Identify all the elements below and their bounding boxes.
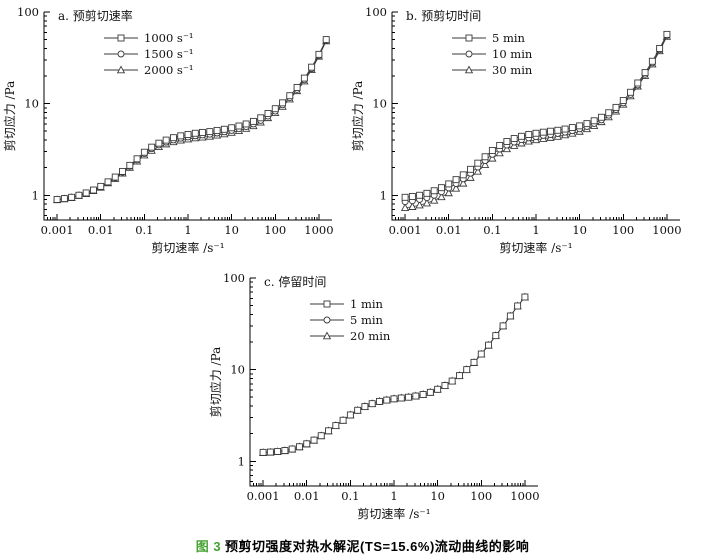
x-tick-label: 0.01 [88, 223, 114, 237]
x-axis-label: 剪切速率 /s⁻¹ [357, 506, 430, 521]
x-tick-label: 1 [184, 223, 191, 237]
legend-item-20-min: 20 min [310, 329, 391, 343]
chart-title: b. 预剪切时间 [406, 8, 481, 23]
legend-label: 1000 s⁻¹ [144, 31, 194, 45]
legend-item-5-min: 5 min [310, 313, 384, 327]
series-30-min [400, 31, 672, 212]
x-tick-label: 10 [430, 489, 445, 503]
chart-title: c. 停留时间 [264, 274, 326, 289]
x-axis-label: 剪切速率 /s⁻¹ [499, 240, 572, 255]
legend-label: 5 min [350, 313, 384, 327]
chart-pre-shear-rate: 0.001 0.01 0.1 1 10 100 1000 1 10 100 a. 预剪切速率剪切应力… [2, 5, 334, 255]
x-tick-label: 0.001 [41, 223, 74, 237]
x-tick-label: 0.001 [247, 489, 280, 503]
y-tick-label: 100 [365, 5, 387, 19]
x-tick-label: 0.1 [135, 223, 153, 237]
axis-ticks [392, 11, 668, 220]
x-tick-label: 0.001 [389, 223, 422, 237]
legend: 1000 s⁻¹ 1500 s⁻¹ 2000 s⁻¹ [104, 31, 194, 77]
legend-label: 1 min [350, 297, 384, 311]
y-tick-label: 1 [238, 454, 245, 468]
y-tick-label: 10 [230, 363, 245, 377]
legend-item-30-min: 30 min [452, 63, 533, 77]
legend-label: 20 min [350, 329, 391, 343]
series-10-min [401, 31, 671, 206]
x-tick-label: 10 [572, 223, 587, 237]
x-tick-label: 0.1 [341, 489, 359, 503]
x-tick-label: 100 [470, 489, 492, 503]
legend-label: 1500 s⁻¹ [144, 47, 194, 61]
series-1-min [259, 293, 529, 456]
legend-label: 2000 s⁻¹ [144, 63, 194, 77]
legend-label: 10 min [492, 47, 533, 61]
x-tick-label: 0.1 [483, 223, 501, 237]
legend-item-5-min: 5 min [452, 31, 526, 45]
axis-frame [43, 12, 332, 221]
y-axis-label: 剪切应力 /Pa [350, 81, 365, 152]
y-axis-label: 剪切应力 /Pa [208, 347, 223, 418]
x-tick-label: 100 [612, 223, 634, 237]
x-tick-label: 10 [224, 223, 239, 237]
x-tick-label: 1000 [304, 223, 333, 237]
legend-item-10-min: 10 min [452, 47, 533, 61]
y-tick-label: 100 [17, 5, 39, 19]
legend-label: 5 min [492, 31, 526, 45]
x-tick-label: 1 [532, 223, 539, 237]
legend: 1 min 5 min 20 min [310, 297, 391, 343]
axis-frame [391, 12, 680, 221]
axis-frame [249, 278, 538, 487]
axis-ticks [44, 11, 320, 220]
chart-residence-time: 0.001 0.01 0.1 1 10 100 1000 1 10 100 c. 停留时间剪切应力 … [208, 271, 540, 521]
series-1000-s⁻¹ [53, 36, 330, 203]
y-tick-label: 10 [372, 97, 387, 111]
legend-item-1-min: 1 min [310, 297, 384, 311]
x-axis-label: 剪切速率 /s⁻¹ [151, 240, 224, 255]
legend-item-1000-s⁻¹: 1000 s⁻¹ [104, 31, 194, 45]
chart-title: a. 预剪切速率 [58, 8, 133, 23]
x-tick-label: 100 [264, 223, 286, 237]
caption-figure-number: 图 3 [195, 539, 222, 554]
legend: 5 min 10 min 30 min [452, 31, 533, 77]
y-tick-label: 1 [32, 188, 39, 202]
legend-item-1500-s⁻¹: 1500 s⁻¹ [104, 47, 194, 61]
series-20-min [258, 292, 530, 456]
series-5-min [259, 293, 529, 456]
x-tick-label: 1000 [510, 489, 539, 503]
series-5-min [401, 30, 671, 201]
x-tick-label: 1 [390, 489, 397, 503]
x-tick-label: 0.01 [294, 489, 320, 503]
legend-item-2000-s⁻¹: 2000 s⁻¹ [104, 63, 194, 77]
axis-ticks [250, 277, 526, 486]
y-axis-label: 剪切应力 /Pa [2, 81, 17, 152]
y-tick-label: 10 [24, 97, 39, 111]
chart-pre-shear-time: 0.001 0.01 0.1 1 10 100 1000 1 10 100 b. 预剪切时间剪切应力… [350, 5, 682, 255]
y-tick-label: 1 [380, 188, 387, 202]
figure-caption: 图 3 预剪切强度对热水解泥(TS=15.6%)流动曲线的影响 [0, 536, 725, 555]
x-tick-label: 1000 [652, 223, 681, 237]
x-tick-label: 0.01 [436, 223, 462, 237]
y-tick-label: 100 [223, 271, 245, 285]
legend-label: 30 min [492, 63, 533, 77]
caption-text: 预剪切强度对热水解泥(TS=15.6%)流动曲线的影响 [225, 539, 530, 554]
